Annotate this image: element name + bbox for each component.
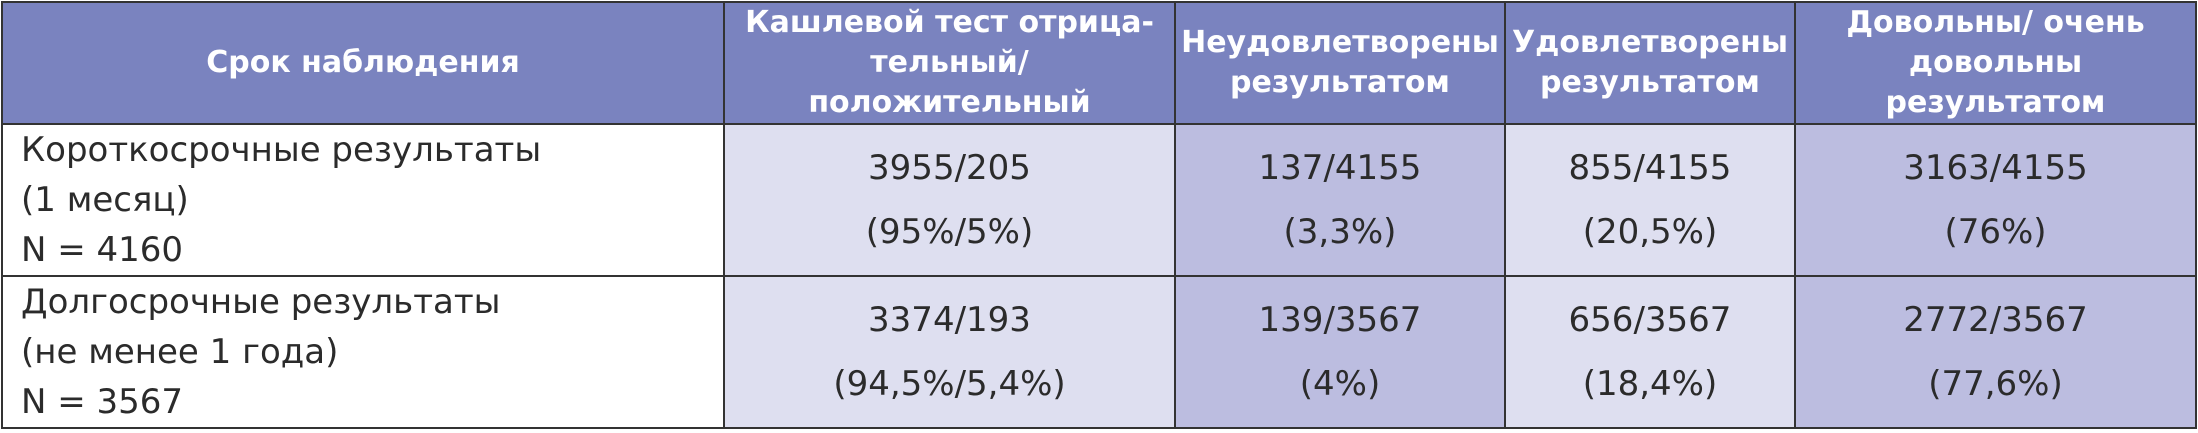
header-satisfied-line2: результатом bbox=[1540, 65, 1760, 100]
header-unsatisfied-line2: результатом bbox=[1230, 65, 1450, 100]
header-very-satisfied: Довольны/ очень довольны результатом bbox=[1794, 1, 2197, 125]
header-unsatisfied: Неудовлетворены результатом bbox=[1174, 1, 1506, 125]
unsatisfied-cell: 137/4155 (3,3%) bbox=[1174, 123, 1506, 277]
satisfied-cell: 656/3567 (18,4%) bbox=[1504, 275, 1796, 429]
table-row: Долгосрочные результаты (не менее 1 года… bbox=[1, 275, 2197, 429]
header-cough-line2: тельный/ положительный bbox=[808, 45, 1091, 120]
header-cough-line1: Кашлевой тест отрица- bbox=[745, 5, 1154, 40]
table-row: Короткосрочные результаты (1 месяц) N = … bbox=[1, 123, 2197, 277]
very-satisfied-cell: 3163/4155 (76%) bbox=[1794, 123, 2197, 277]
very-satisfied-cell: 2772/3567 (77,6%) bbox=[1794, 275, 2197, 429]
satisfied-cell: 855/4155 (20,5%) bbox=[1504, 123, 1796, 277]
header-row: Срок наблюдения Кашлевой тест отрица- те… bbox=[1, 1, 2197, 125]
period-cell: Короткосрочные результаты (1 месяц) N = … bbox=[1, 123, 725, 277]
header-satisfied: Удовлетворены результатом bbox=[1504, 1, 1796, 125]
header-very-satisfied-line1: Довольны/ очень bbox=[1846, 5, 2145, 40]
unsatisfied-cell: 139/3567 (4%) bbox=[1174, 275, 1506, 429]
header-period: Срок наблюдения bbox=[1, 1, 725, 125]
cough-test-cell: 3374/193 (94,5%/5,4%) bbox=[723, 275, 1176, 429]
period-cell: Долгосрочные результаты (не менее 1 года… bbox=[1, 275, 725, 429]
header-very-satisfied-line2: довольны результатом bbox=[1885, 45, 2106, 120]
header-unsatisfied-line1: Неудовлетворены bbox=[1181, 25, 1499, 60]
header-satisfied-line1: Удовлетворены bbox=[1512, 25, 1788, 60]
cough-test-cell: 3955/205 (95%/5%) bbox=[723, 123, 1176, 277]
header-cough-test: Кашлевой тест отрица- тельный/ положител… bbox=[723, 1, 1176, 125]
